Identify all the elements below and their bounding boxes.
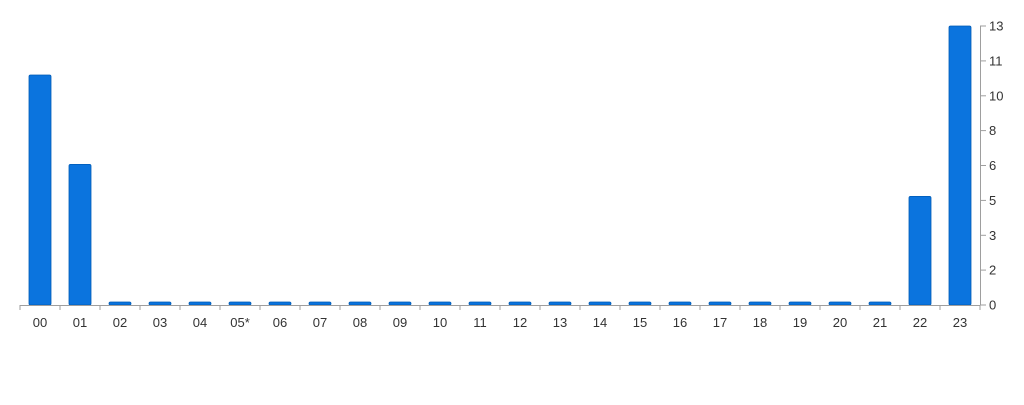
y-tick-label: 8 (989, 123, 996, 138)
y-tick-label: 0 (989, 298, 996, 313)
bar-00 (28, 74, 52, 306)
bar-10 (428, 301, 452, 306)
x-tick-label: 11 (473, 315, 487, 330)
y-tick-label: 13 (989, 19, 1003, 34)
y-tick-label: 11 (989, 53, 1003, 68)
y-tick-label: 5 (989, 193, 996, 208)
bar-17 (708, 301, 732, 306)
bar-18 (748, 301, 772, 306)
bar-11 (468, 301, 492, 306)
x-tick-label: 22 (913, 315, 927, 330)
bar-03 (148, 301, 172, 306)
x-tick-label: 10 (433, 315, 447, 330)
bar-07 (308, 301, 332, 306)
x-tick-label: 07 (313, 315, 327, 330)
bars-group (28, 25, 972, 306)
x-tick-label: 03 (153, 315, 167, 330)
x-tick-label: 02 (113, 315, 127, 330)
bar-21 (868, 301, 892, 306)
bar-08 (348, 301, 372, 306)
bar-12 (508, 301, 532, 306)
x-tick-label: 01 (73, 315, 87, 330)
x-tick-label: 23 (953, 315, 967, 330)
bar-04 (188, 301, 212, 306)
x-tick-label: 15 (633, 315, 647, 330)
bar-13 (548, 301, 572, 306)
bar-06 (268, 301, 292, 306)
bar-01 (68, 163, 92, 306)
x-tick-label: 14 (593, 315, 607, 330)
axes-group (20, 26, 981, 306)
bar-20 (828, 301, 852, 306)
bar-02 (108, 301, 132, 306)
y-tick-label: 2 (989, 263, 996, 278)
x-tick-label: 16 (673, 315, 687, 330)
x-tick-label: 18 (753, 315, 767, 330)
x-tick-label: 00 (33, 315, 47, 330)
bar-05* (228, 301, 252, 306)
x-tick-label: 05* (230, 315, 250, 330)
x-tick-label: 17 (713, 315, 727, 330)
bar-23 (948, 25, 972, 306)
x-tick-label: 08 (353, 315, 367, 330)
y-tick-label: 3 (989, 228, 996, 243)
x-tick-label: 13 (553, 315, 567, 330)
x-tick-label: 21 (873, 315, 887, 330)
x-tick-label: 20 (833, 315, 847, 330)
y-tick-label: 10 (989, 88, 1003, 103)
bar-09 (388, 301, 412, 306)
x-tick-label: 12 (513, 315, 527, 330)
x-axis-ticks: 00 01 02 03 04 05* 06 07 08 09 10 11 12 13 14 15 16 17 18 1… (19, 305, 981, 330)
x-tick-label: 06 (273, 315, 287, 330)
bar-14 (588, 301, 612, 306)
bar-16 (668, 301, 692, 306)
x-tick-label: 09 (393, 315, 407, 330)
y-axis-ticks: 0 2 3 5 6 8 10 11 13 (980, 19, 1003, 313)
y-tick-label: 6 (989, 158, 996, 173)
bar-15 (628, 301, 652, 306)
bar-19 (788, 301, 812, 306)
bar-22 (908, 195, 932, 306)
x-tick-label: 19 (793, 315, 807, 330)
x-tick-label: 04 (193, 315, 207, 330)
